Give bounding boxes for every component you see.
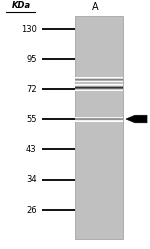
Text: KDa: KDa	[11, 1, 31, 10]
FancyArrow shape	[126, 115, 147, 123]
Text: 43: 43	[26, 145, 37, 154]
Text: 55: 55	[26, 115, 37, 124]
Text: 34: 34	[26, 175, 37, 184]
Text: 72: 72	[26, 85, 37, 94]
Text: 95: 95	[26, 55, 37, 64]
Text: 130: 130	[21, 25, 37, 34]
Text: 26: 26	[26, 206, 37, 215]
Bar	[75, 16, 123, 239]
Text: A: A	[92, 2, 99, 12]
